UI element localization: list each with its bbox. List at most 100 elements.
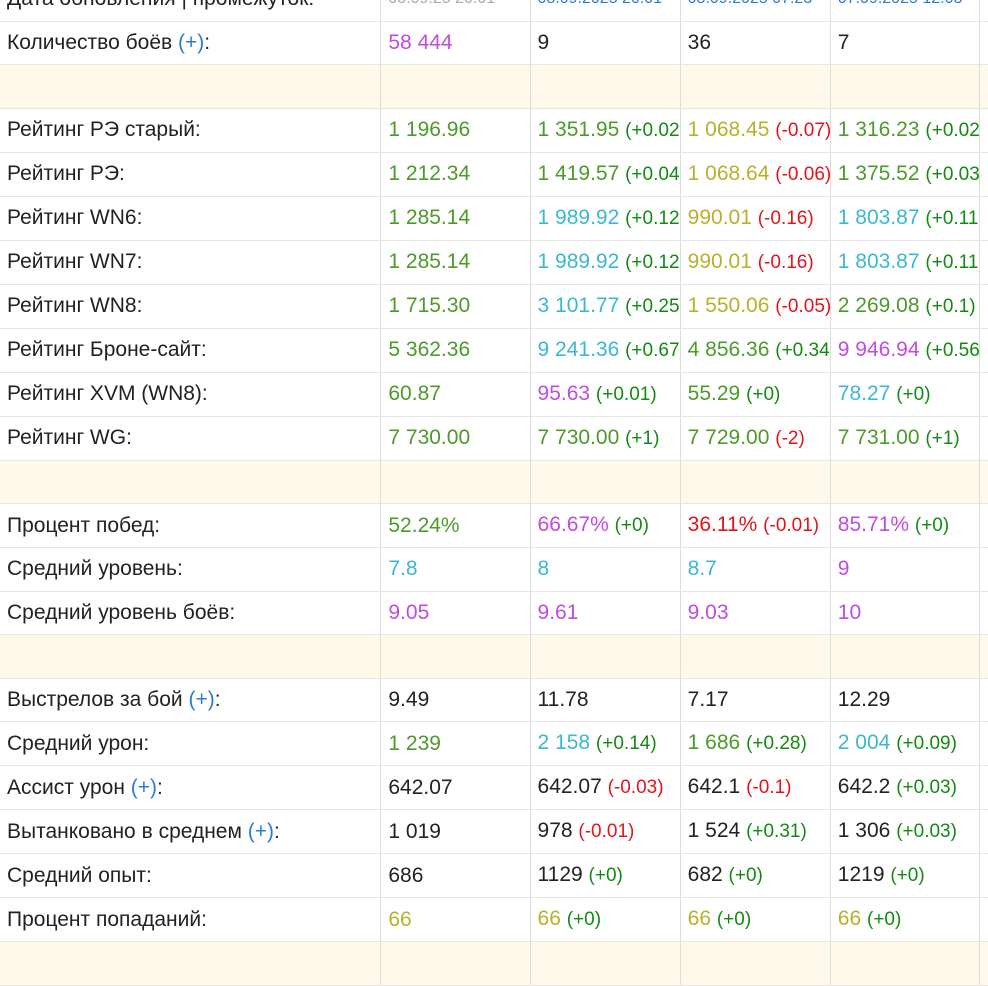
separator-cell <box>380 634 531 679</box>
stat-cell: 1 803.87 (+0.11) <box>830 240 980 285</box>
stat-cell: 1 989.92 (+0.12) <box>530 196 681 241</box>
stat-cell: 8.7 <box>680 547 831 592</box>
stat-value: 2 269.08 <box>837 293 920 317</box>
separator-cell <box>380 64 531 109</box>
table-cell <box>979 721 988 766</box>
header-row: Дата обновления | промежуток: 08.09.25 2… <box>0 0 988 22</box>
stat-delta: (-0.1) <box>746 777 792 798</box>
header-date-link[interactable]: 07.09.2025 12:03 <box>830 0 980 22</box>
table-cell <box>979 897 988 942</box>
stat-value: 2 004 <box>837 731 891 754</box>
stat-delta: (+0.09) <box>896 733 957 754</box>
stat-delta: (+0) <box>614 515 649 536</box>
row-label-text: Количество боёв <box>7 30 178 54</box>
stat-value: 85.71% <box>837 513 910 536</box>
stat-delta: (-0.16) <box>757 251 814 273</box>
stat-value: 1 686 <box>687 731 741 754</box>
stat-delta: (-0.07) <box>775 119 831 141</box>
expand-link[interactable]: (+) <box>247 819 275 843</box>
row-label: Рейтинг Броне-сайт: <box>0 328 382 373</box>
stat-delta: (+0.28) <box>746 733 807 754</box>
stat-cell: 9.03 <box>680 591 831 635</box>
stat-value: 1129 <box>537 863 583 886</box>
stat-cell: 1 316.23 (+0.02) <box>830 108 980 153</box>
stat-cell: 7 729.00 (-2) <box>680 416 831 461</box>
row-label: Процент попаданий: <box>0 897 382 942</box>
stat-value: 3 101.77 <box>537 293 620 317</box>
section-separator <box>0 634 988 679</box>
table-row: Процент попаданий: 66 66 (+0) 66 (+0) 66 (+0… <box>0 897 988 942</box>
stat-value: 682 <box>687 863 723 886</box>
stat-value: 1 550.06 <box>687 293 770 317</box>
stat-value: 8 <box>537 557 550 581</box>
expand-link[interactable]: (+) <box>177 30 205 54</box>
stat-cell: 1 686 (+0.28) <box>680 721 831 766</box>
row-label-colon: : <box>274 819 280 843</box>
row-label-text: Средний опыт: <box>7 863 152 887</box>
stat-value: 1 419.57 <box>537 161 620 185</box>
stat-delta: (+0) <box>867 909 902 930</box>
stat-cell: 1 419.57 (+0.04) <box>530 152 681 197</box>
stat-delta: (+0.12) <box>625 207 681 229</box>
stat-value: 1 316.23 <box>837 117 920 141</box>
stat-value: 1 351.95 <box>537 117 620 141</box>
stat-value: 642.07 <box>388 775 453 799</box>
row-label-text: Рейтинг Броне-сайт: <box>7 338 207 361</box>
table-row: Рейтинг РЭ: 1 212.34 1 419.57 (+0.04) 1 068… <box>0 152 988 197</box>
stat-delta: (+0.03) <box>896 821 957 842</box>
stat-value: 9.61 <box>537 600 579 624</box>
row-label-text: Рейтинг XVM (WN8): <box>7 382 208 405</box>
table-row: Рейтинг РЭ старый: 1 196.96 1 351.95 (+0.0… <box>0 108 988 153</box>
stat-delta: (+0) <box>896 383 931 405</box>
stat-delta: (+0.31) <box>746 821 807 842</box>
stat-value: 1 068.64 <box>687 161 770 185</box>
row-label: Рейтинг РЭ: <box>0 152 382 197</box>
expand-link[interactable]: (+) <box>188 687 215 711</box>
separator-cell <box>979 634 988 679</box>
row-label: Вытанковано в среднем (+): <box>0 809 382 854</box>
row-label: Рейтинг WN8: <box>0 284 382 329</box>
stat-delta: (+0) <box>914 515 950 536</box>
stat-cell: 7 <box>830 21 980 65</box>
stat-delta: (+0.34) <box>775 339 831 361</box>
table-cell <box>979 108 988 153</box>
separator-cell <box>0 460 382 504</box>
stat-delta: (+0.04) <box>625 163 681 185</box>
stat-cell: 12.29 <box>830 678 980 722</box>
stat-cell: 686 <box>380 853 531 898</box>
row-label: Рейтинг WN6: <box>0 196 382 241</box>
header-label: Дата обновления | промежуток: <box>0 0 382 22</box>
row-label-text: Процент побед: <box>7 513 161 537</box>
stat-delta: (+0.02) <box>625 119 681 141</box>
stat-cell: 642.2 (+0.03) <box>830 765 980 810</box>
separator-cell <box>380 460 531 504</box>
stat-value: 1219 <box>837 863 885 886</box>
stat-value: 7.8 <box>388 557 418 581</box>
stat-value: 9 241.36 <box>537 337 620 361</box>
stat-value: 12.29 <box>837 687 891 711</box>
expand-link[interactable]: (+) <box>130 775 157 799</box>
stat-delta: (-0.03) <box>607 777 664 798</box>
stat-cell: 1 196.96 <box>380 108 531 153</box>
table-cell <box>979 547 988 592</box>
stat-cell: 66 (+0) <box>680 897 831 942</box>
header-date-link[interactable]: 08.09.2025 07:23 <box>680 0 831 22</box>
row-label: Средний урон: <box>0 721 382 766</box>
stat-value: 990.01 <box>687 249 752 273</box>
separator-cell <box>680 634 831 679</box>
stat-value: 9.49 <box>388 687 430 711</box>
row-label-text: Ассист урон <box>7 775 131 799</box>
stat-value: 642.2 <box>837 775 891 798</box>
stat-cell: 9 <box>530 21 681 65</box>
stat-value: 36.11% <box>687 513 758 536</box>
stat-delta: (+0.03) <box>925 163 980 185</box>
stat-value: 1 989.92 <box>537 249 620 273</box>
stat-value: 1 019 <box>388 819 441 843</box>
separator-cell <box>530 460 681 504</box>
table-row: Количество боёв (+): 58 444 9 36 7 <box>0 21 988 65</box>
row-label-text: Средний уровень: <box>7 557 183 581</box>
stat-cell: 682 (+0) <box>680 853 831 898</box>
header-date-link[interactable]: 08.09.2025 20:01 <box>530 0 681 22</box>
stat-delta: (-0.16) <box>757 207 814 229</box>
